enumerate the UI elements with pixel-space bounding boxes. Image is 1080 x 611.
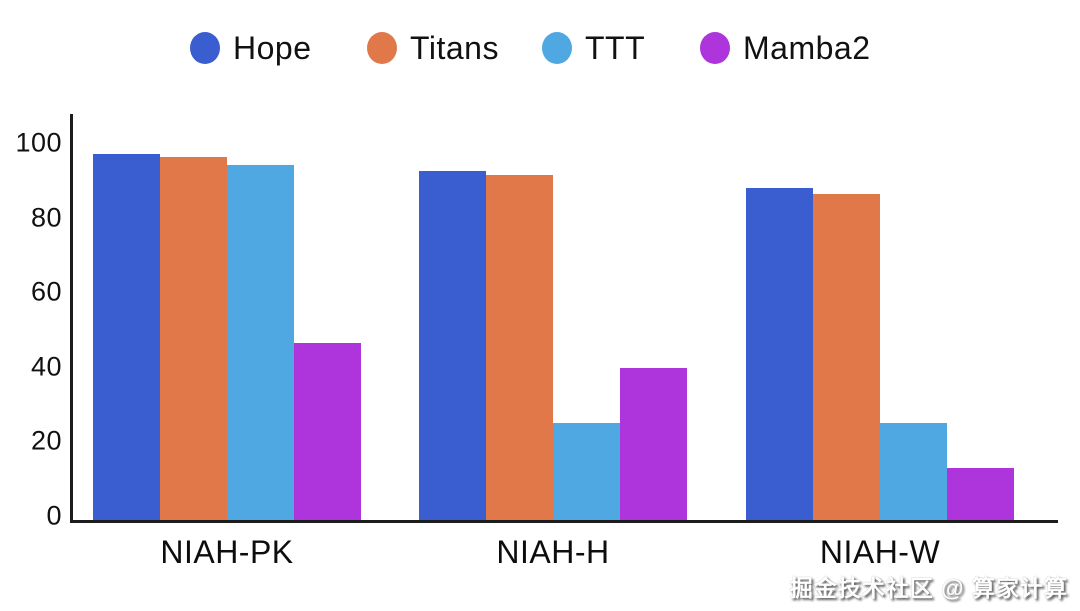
bar-ttt-niah-w bbox=[880, 422, 947, 521]
x-category-label-niah-w: NIAH-W bbox=[819, 534, 941, 570]
legend-item-mamba2: Mamba2 bbox=[700, 29, 871, 67]
bar-titans-niah-h bbox=[486, 175, 553, 521]
y-tick-label-80: 80 bbox=[30, 202, 62, 233]
y-axis-line bbox=[70, 114, 73, 523]
legend-label: TTT bbox=[585, 29, 646, 66]
x-category-label-niah-pk: NIAH-PK bbox=[160, 534, 294, 570]
bar-mamba2-niah-h bbox=[620, 367, 687, 521]
y-tick-label-20: 20 bbox=[30, 425, 62, 456]
legend-swatch-circle-icon bbox=[542, 32, 572, 64]
legend-swatch-circle-icon bbox=[367, 32, 397, 64]
bar-hope-niah-h bbox=[419, 171, 486, 521]
chart-legend: Hope Titans TTT Mamba2 bbox=[0, 0, 1080, 90]
legend-label: Mamba2 bbox=[743, 29, 871, 66]
bar-hope-niah-pk bbox=[93, 154, 160, 521]
y-tick-label-60: 60 bbox=[30, 276, 62, 307]
legend-item-ttt: TTT bbox=[542, 29, 645, 67]
x-axis-line bbox=[70, 520, 1058, 523]
bar-mamba2-niah-pk bbox=[294, 343, 361, 521]
bar-mamba2-niah-w bbox=[947, 468, 1014, 521]
y-tick-label-0: 0 bbox=[46, 500, 62, 531]
legend-item-hope: Hope bbox=[190, 29, 312, 67]
legend-label: Titans bbox=[410, 29, 499, 66]
legend-swatch-circle-icon bbox=[700, 32, 730, 64]
bar-titans-niah-pk bbox=[160, 156, 227, 521]
bar-titans-niah-w bbox=[813, 194, 880, 521]
legend-item-titans: Titans bbox=[367, 29, 499, 67]
y-tick-label-40: 40 bbox=[30, 351, 62, 382]
legend-swatch-circle-icon bbox=[190, 32, 220, 64]
bar-hope-niah-w bbox=[746, 188, 813, 521]
legend-label: Hope bbox=[233, 29, 312, 66]
y-tick-label-100: 100 bbox=[15, 127, 62, 158]
bar-ttt-niah-h bbox=[553, 422, 620, 521]
x-category-label-niah-h: NIAH-H bbox=[496, 534, 610, 570]
watermark: 掘金技术社区 @ 算家计算 bbox=[789, 575, 1068, 601]
bar-ttt-niah-pk bbox=[227, 164, 294, 521]
